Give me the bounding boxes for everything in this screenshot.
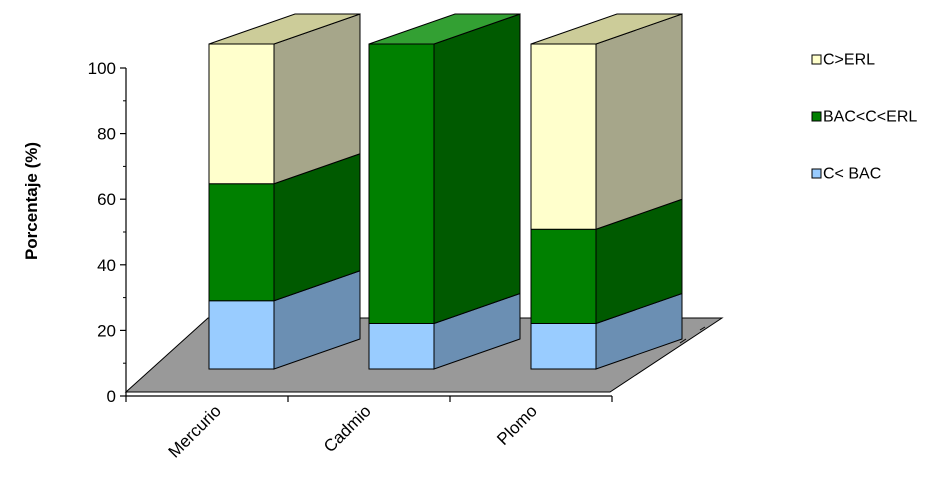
y-axis: 0 20 40 60 80 100 [88,59,127,406]
bar-top-face [530,13,683,45]
y-tick-label: 40 [97,256,116,275]
floor-edge-tick [679,338,687,344]
legend-label: C>ERL [823,52,875,69]
bar-segment-side [595,13,683,230]
bars [208,13,683,370]
y-tick-label: 100 [88,59,116,78]
legend-label: C< BAC [823,166,881,183]
bar-segment-front [368,43,435,324]
y-tick-label: 0 [107,387,116,406]
bar-segment-side [433,13,521,325]
x-category-label: Mercurio [165,401,225,461]
bar-stack [368,13,521,370]
x-category-label: Plomo [493,401,541,449]
legend-item: C>ERL [811,52,875,69]
bar-segment-front [208,183,275,302]
legend-item: C< BAC [811,166,881,183]
y-tick-label: 60 [97,190,116,209]
bar-stack [208,13,361,370]
bar-top-face [368,13,521,45]
x-category-label: Cadmio [320,401,375,456]
x-axis: Mercurio Cadmio Plomo [125,395,613,462]
bar-segment-front [530,228,597,324]
y-tick-label: 80 [97,125,116,144]
bar-segment-front [368,323,435,370]
y-axis-title: Porcentaje (%) [22,142,41,260]
y-tick-label: 20 [97,321,116,340]
bar-segment-front [208,43,275,185]
floor-edge-tick [699,326,706,331]
bar-segment-front [530,323,597,370]
legend-swatch [811,54,822,65]
bar-top-face [208,13,361,45]
legend-swatch [811,168,822,179]
bar-segment-front [530,43,597,230]
legend-swatch [811,111,822,122]
legend-item: BAC<C<ERL [811,109,917,126]
bar-stack [530,13,683,370]
bar-segment-front [208,300,275,370]
legend-label: BAC<C<ERL [823,109,917,126]
legend: C>ERL BAC<C<ERL C< BAC [811,52,917,183]
